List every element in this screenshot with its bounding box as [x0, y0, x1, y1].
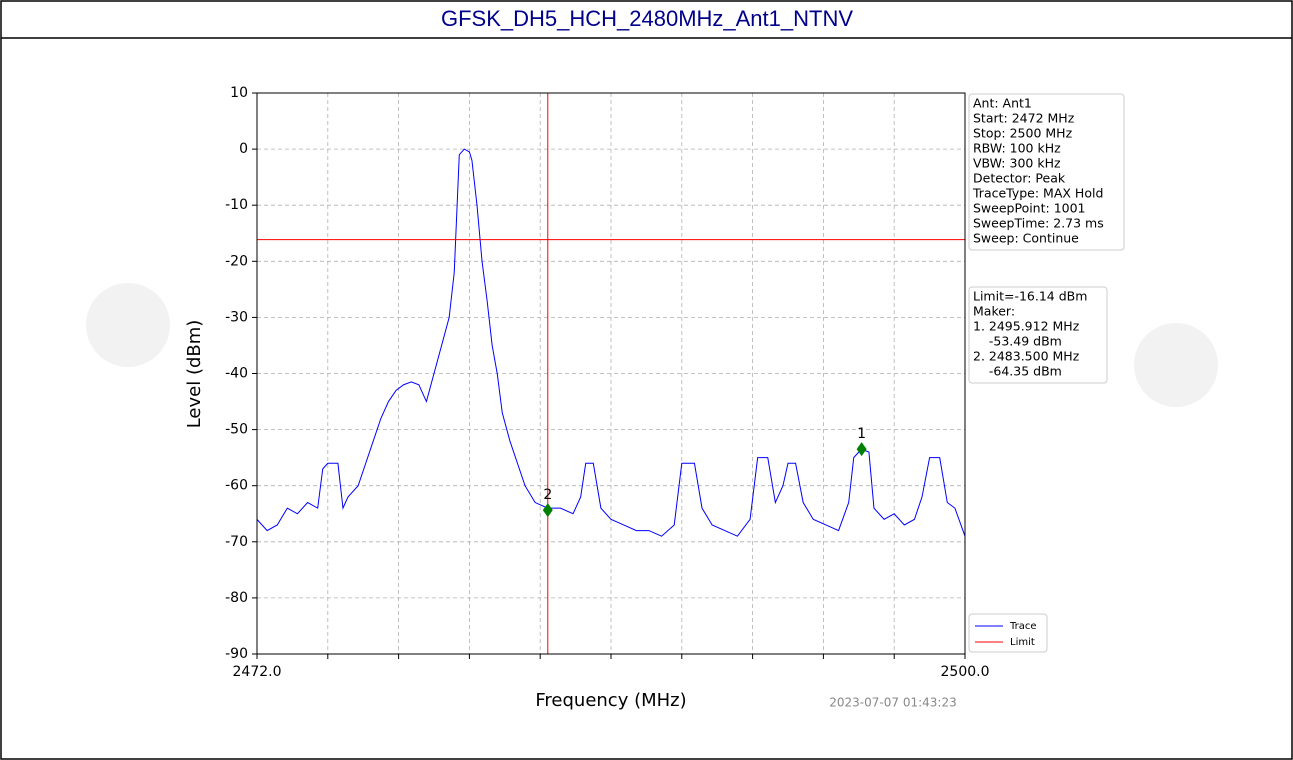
- y-tick-label: -70: [225, 534, 248, 550]
- watermark: [1134, 323, 1218, 407]
- info-text: SweepPoint: 1001: [973, 201, 1086, 216]
- y-axis-label: Level (dBm): [184, 320, 205, 429]
- marker: [542, 503, 553, 518]
- y-tick-label: -80: [225, 590, 248, 606]
- marker-label: 1: [857, 426, 866, 442]
- y-tick-label: -40: [225, 366, 248, 382]
- y-tick-label: 0: [239, 141, 248, 157]
- info-text: Stop: 2500 MHz: [973, 126, 1073, 141]
- marker-label: 2: [543, 487, 552, 503]
- info-text: SweepTime: 2.73 ms: [973, 216, 1104, 231]
- y-tick-label: -90: [225, 646, 248, 662]
- info-box: [968, 93, 1125, 251]
- info-text: VBW: 300 kHz: [973, 156, 1061, 171]
- info-text: Limit=-16.14 dBm: [973, 289, 1087, 304]
- chart-title: GFSK_DH5_HCH_2480MHz_Ant1_NTNV: [441, 6, 853, 31]
- marker: [856, 442, 867, 457]
- info-text: 2. 2483.500 MHz: [973, 349, 1080, 364]
- y-tick-label: 10: [230, 85, 248, 101]
- info-text: Detector: Peak: [973, 171, 1066, 186]
- timestamp: 2023-07-07 01:43:23: [829, 696, 956, 710]
- info-text: Sweep: Continue: [973, 231, 1079, 246]
- legend-label: Limit: [1010, 637, 1035, 648]
- y-tick-label: -60: [225, 478, 248, 494]
- x-axis-label: Frequency (MHz): [535, 690, 686, 711]
- y-tick-label: -50: [225, 422, 248, 438]
- info-text: RBW: 100 kHz: [973, 141, 1061, 156]
- legend-label: Trace: [1009, 621, 1037, 632]
- x-tick-label: 2472.0: [233, 664, 282, 680]
- info-text: -53.49 dBm: [973, 334, 1062, 349]
- y-tick-label: -20: [225, 253, 248, 269]
- legend: [968, 613, 1048, 653]
- info-text: 1. 2495.912 MHz: [973, 319, 1080, 334]
- y-tick-label: -30: [225, 309, 248, 325]
- info-text: Ant: Ant1: [973, 96, 1032, 111]
- plot-frame: [256, 92, 966, 655]
- trace-line: [256, 148, 966, 537]
- info-text: -64.35 dBm: [973, 364, 1062, 379]
- info-text: TraceType: MAX Hold: [972, 186, 1103, 201]
- y-tick-label: -10: [225, 197, 248, 213]
- watermark: [86, 283, 170, 367]
- info-text: Start: 2472 MHz: [973, 111, 1075, 126]
- info-text: Maker:: [973, 304, 1015, 319]
- info-box: [968, 286, 1108, 384]
- x-tick-label: 2500.0: [941, 664, 990, 680]
